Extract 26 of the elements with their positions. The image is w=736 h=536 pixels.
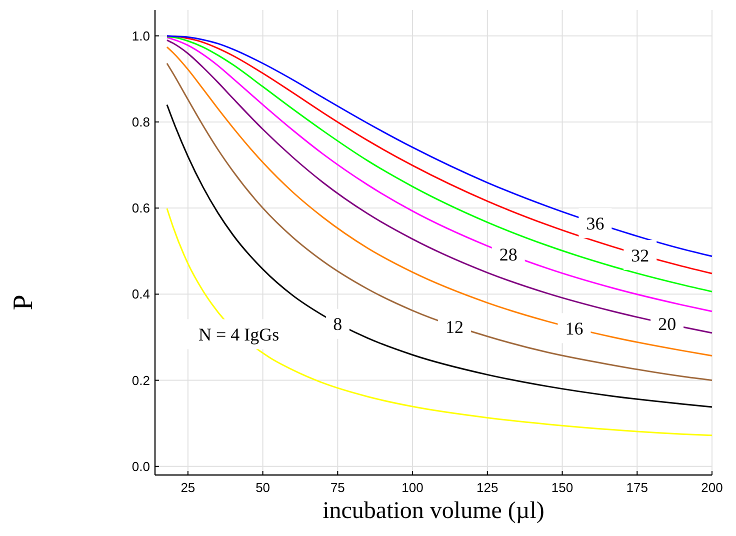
y-tick-label: 0.2 (132, 372, 150, 388)
annotation: 20 (658, 314, 676, 334)
y-tick-label: 0.0 (132, 458, 150, 474)
annotation: N = 4 IgGs (198, 324, 280, 345)
annotation: 36 (586, 213, 604, 234)
x-tick-label: 50 (256, 480, 270, 495)
y-tick-label: 0.4 (132, 286, 150, 302)
x-tick-label: 175 (626, 480, 648, 495)
x-tick-label: 150 (551, 480, 574, 495)
x-tick-label: 75 (330, 480, 345, 495)
line-series (166, 104, 713, 408)
x-tick-label: 125 (476, 480, 498, 495)
annotation: 12 (445, 316, 464, 337)
x-tick-label: 25 (180, 480, 196, 495)
y-tick-label: 0.6 (132, 200, 150, 216)
annotation: 28 (499, 244, 518, 264)
annotation: 32 (631, 245, 650, 266)
y-axis-title: P (8, 294, 39, 310)
annotation: 16 (565, 318, 584, 338)
annotation: 8 (333, 314, 342, 334)
x-axis-title: incubation volume (µl) (322, 498, 544, 524)
y-tick-label: 1.0 (132, 28, 150, 44)
line-series (166, 208, 713, 436)
x-tick-label: 100 (402, 480, 424, 495)
x-tick-label: 200 (701, 480, 723, 495)
y-tick-label: 0.8 (132, 114, 150, 130)
